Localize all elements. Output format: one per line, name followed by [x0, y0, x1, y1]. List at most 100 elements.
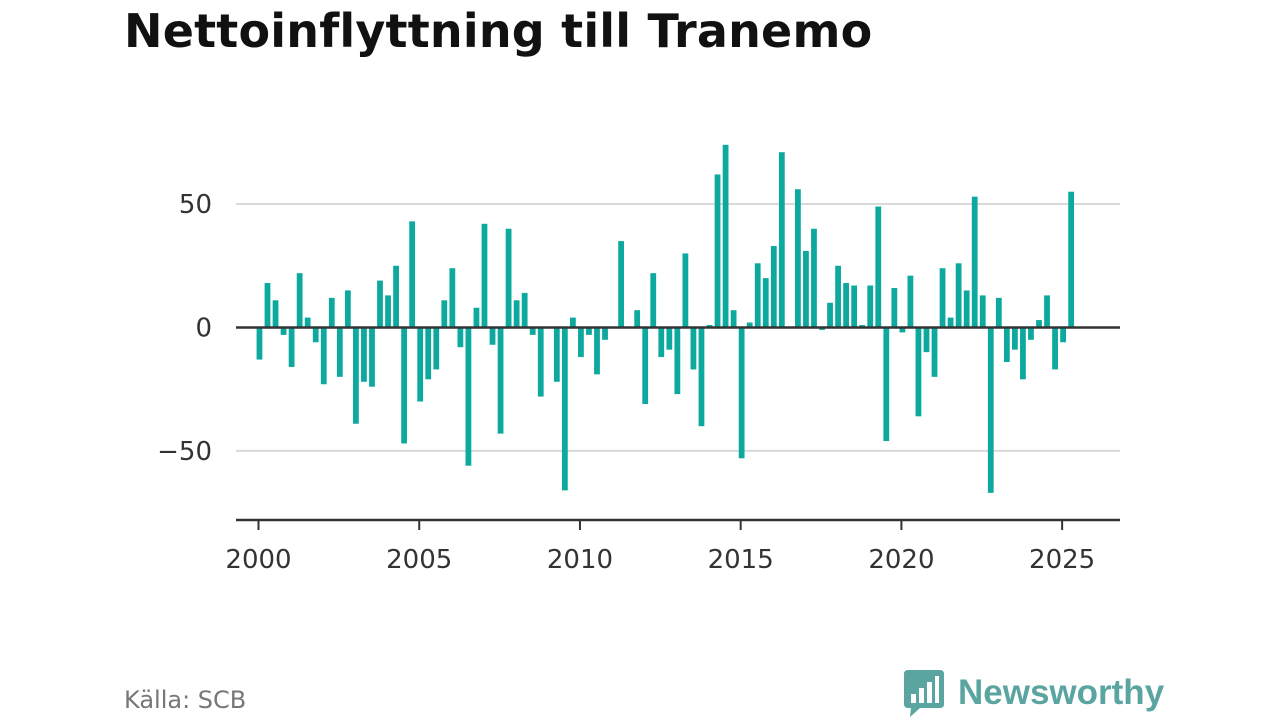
bar — [674, 327, 681, 395]
bar — [425, 327, 432, 380]
bar — [304, 317, 311, 328]
y-tick-label: 50 — [179, 190, 212, 220]
bar — [417, 327, 424, 402]
bar — [473, 307, 480, 328]
bar — [561, 327, 568, 491]
bar — [867, 285, 874, 328]
bar — [344, 290, 351, 328]
x-tick-label: 2025 — [1029, 545, 1095, 575]
bar — [578, 327, 584, 358]
bar — [457, 327, 464, 348]
bar — [1003, 327, 1010, 363]
bar — [947, 317, 954, 328]
bar — [312, 327, 319, 343]
bar — [433, 327, 440, 370]
bar — [320, 327, 327, 385]
bar — [714, 174, 721, 328]
bar — [955, 263, 962, 328]
bar — [738, 327, 745, 459]
bar — [264, 283, 271, 328]
bar — [353, 327, 359, 424]
bar — [754, 263, 761, 328]
brand-name: Newsworthy — [958, 673, 1165, 712]
bar — [569, 317, 576, 328]
bar — [963, 290, 970, 328]
bar — [811, 228, 817, 328]
bar — [537, 327, 544, 397]
bar — [883, 327, 890, 442]
bar — [795, 189, 801, 328]
bar — [1044, 295, 1050, 328]
bar — [602, 327, 608, 340]
bar — [690, 327, 697, 370]
bar — [762, 278, 769, 328]
x-tick-labels: 2000 2005 2010 2015 2020 2025 — [225, 545, 1095, 575]
bar — [1028, 327, 1034, 340]
bar — [465, 327, 472, 466]
bar — [650, 273, 657, 328]
bars — [256, 144, 1075, 493]
bar — [489, 327, 496, 345]
bar — [642, 327, 649, 404]
bar — [272, 300, 279, 328]
bar — [907, 275, 914, 328]
axes — [236, 326, 1120, 530]
bar — [449, 268, 456, 328]
bar — [803, 250, 809, 328]
bar — [827, 302, 833, 328]
bar — [915, 327, 922, 417]
bar — [770, 246, 777, 328]
bar — [979, 295, 986, 328]
bar — [513, 300, 520, 328]
x-tick-label: 2000 — [225, 545, 291, 575]
bar — [393, 265, 399, 328]
bar — [891, 287, 898, 328]
bar — [586, 327, 592, 335]
bar — [441, 300, 448, 328]
bar-chart-speech-bubble-icon — [904, 670, 944, 717]
bar — [843, 283, 850, 328]
source-label: Källa: SCB — [124, 686, 247, 714]
bar — [931, 327, 938, 377]
bar — [1036, 320, 1042, 328]
bar — [1068, 191, 1075, 328]
bar — [481, 223, 488, 328]
brand-logo: Newsworthy — [902, 668, 1164, 718]
bar — [658, 327, 665, 358]
bar — [666, 327, 673, 350]
bar — [594, 327, 600, 375]
bar — [377, 280, 383, 328]
bar — [722, 144, 729, 328]
bar — [401, 327, 408, 444]
bar — [851, 285, 858, 328]
chart-title: Nettoinflyttning till Tranemo — [124, 4, 873, 58]
bar — [1060, 327, 1066, 343]
y-tick-label: 0 — [195, 313, 212, 343]
bar — [521, 292, 528, 328]
bar — [899, 327, 906, 333]
bar — [634, 310, 641, 328]
bar — [1020, 327, 1026, 380]
bar — [1011, 327, 1018, 350]
x-tick-label: 2010 — [547, 545, 613, 575]
bar — [923, 327, 930, 353]
bar — [1052, 327, 1058, 370]
bar — [778, 152, 785, 328]
bar — [280, 327, 287, 335]
bar — [835, 265, 841, 328]
bar — [497, 327, 504, 434]
bar — [361, 327, 367, 382]
bar — [971, 196, 978, 328]
bar — [730, 310, 737, 328]
bar — [875, 206, 882, 328]
bar — [336, 327, 343, 377]
bar — [746, 322, 753, 328]
bar — [328, 297, 335, 328]
bar — [995, 297, 1002, 328]
bar — [296, 273, 303, 328]
bar — [369, 327, 375, 387]
bar — [553, 327, 560, 382]
bar — [385, 295, 391, 328]
bar — [939, 268, 946, 328]
